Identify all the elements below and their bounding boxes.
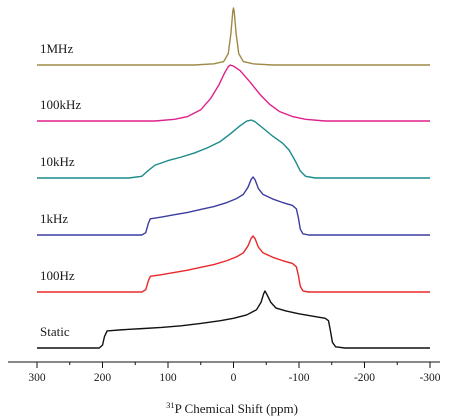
x-tick-label: 200 (94, 372, 112, 384)
series-label-static: Static (40, 324, 70, 339)
spectrum-line-10khz (37, 119, 430, 179)
series-label-10khz: 10kHz (40, 154, 75, 169)
series-labels: 1MHz 100kHz 10kHz 1kHz 100Hz Static (40, 41, 81, 339)
spectrum-line-100khz (37, 64, 430, 122)
x-tick-label: -200 (354, 372, 375, 384)
x-tick-label: -100 (288, 372, 309, 384)
x-axis-title-superscript: 31 (166, 400, 175, 410)
spectra-layer (37, 7, 430, 349)
spectrum-line-1khz (37, 176, 430, 236)
x-axis-title-text: P Chemical Shift (ppm) (175, 401, 298, 416)
series-label-100hz: 100Hz (40, 268, 75, 283)
spectrum-line-100hz (37, 235, 430, 293)
series-label-1mhz: 1MHz (40, 41, 73, 56)
spectrum-line-1mhz (37, 7, 430, 66)
x-axis-title: 31P Chemical Shift (ppm) (166, 400, 298, 416)
series-label-100khz: 100kHz (40, 97, 81, 112)
x-tick-label: 0 (231, 372, 237, 384)
x-tick-label: -300 (419, 372, 440, 384)
x-tick-label: 300 (28, 372, 46, 384)
series-label-1khz: 1kHz (40, 211, 68, 226)
x-axis: 300 200 100 0 -100 -200 -300 (8, 361, 441, 384)
x-tick-label: 100 (159, 372, 177, 384)
spectrum-line-static (37, 290, 430, 349)
